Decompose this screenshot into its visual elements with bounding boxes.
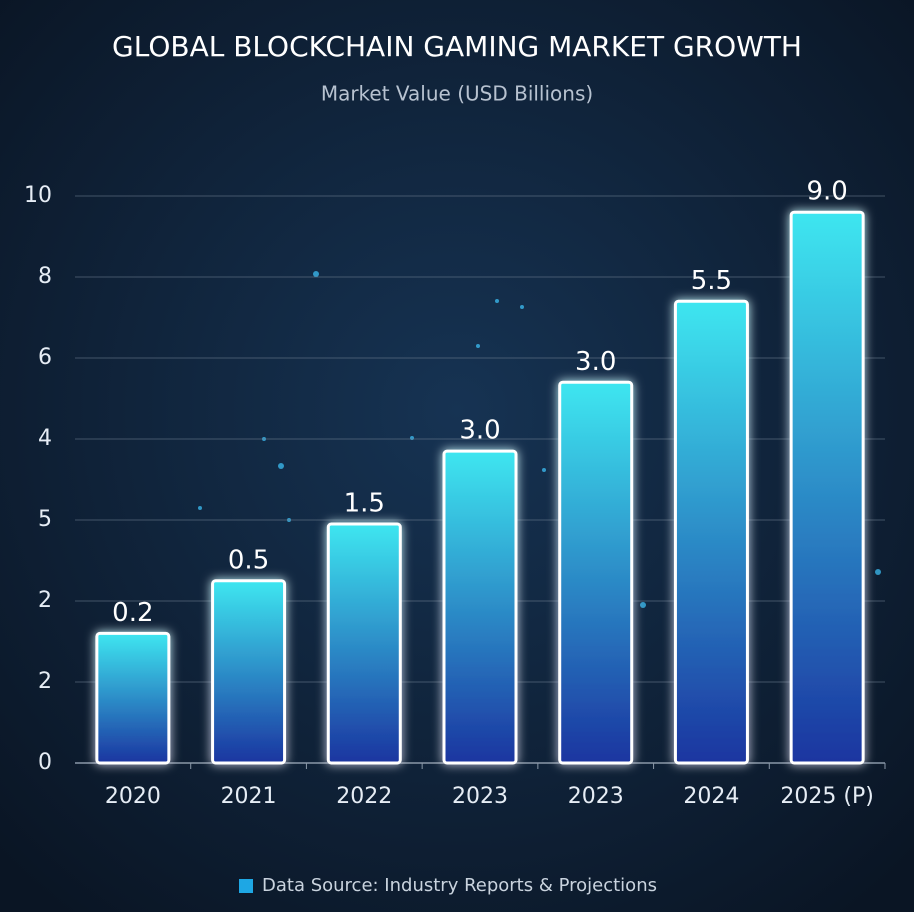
- bar: [442, 449, 518, 765]
- y-tick-label: 2: [38, 588, 52, 613]
- x-tick-label: 2020: [105, 784, 161, 809]
- y-tick-label: 8: [38, 264, 52, 289]
- source-note: Data Source: Industry Reports & Projecti…: [262, 875, 657, 896]
- y-tick-label: 0: [38, 750, 52, 775]
- chart-subtitle: Market Value (USD Billions): [321, 82, 593, 106]
- y-tick-label: 5: [38, 507, 52, 532]
- x-tick-label: 2025 (P): [780, 784, 873, 809]
- y-tick-label: 10: [24, 183, 52, 208]
- bar: [95, 631, 171, 765]
- x-tick-label: 2023: [568, 784, 624, 809]
- bar: [211, 579, 287, 765]
- bar: [673, 299, 749, 765]
- data-label: 9.0: [806, 177, 847, 207]
- y-tick-label: 6: [38, 345, 52, 370]
- data-label: 5.5: [691, 266, 732, 296]
- data-label: 0.2: [112, 598, 153, 628]
- y-tick-label: 4: [38, 426, 52, 451]
- x-tick-label: 2022: [336, 784, 392, 809]
- decor-dots: [198, 271, 881, 608]
- bar: [326, 522, 402, 765]
- data-label: 3.0: [459, 416, 500, 446]
- x-tick-label: 2023: [452, 784, 508, 809]
- bar: [558, 380, 634, 765]
- chart-title: GLOBAL BLOCKCHAIN GAMING MARKET GROWTH: [112, 30, 802, 63]
- data-label: 0.5: [228, 545, 269, 575]
- x-tick-label: 2024: [683, 784, 739, 809]
- legend-swatch: [239, 879, 253, 893]
- data-label: 3.0: [575, 347, 616, 377]
- bar: [789, 210, 865, 765]
- data-label: 1.5: [344, 489, 385, 519]
- y-tick-label: 2: [38, 669, 52, 694]
- x-tick-label: 2021: [221, 784, 277, 809]
